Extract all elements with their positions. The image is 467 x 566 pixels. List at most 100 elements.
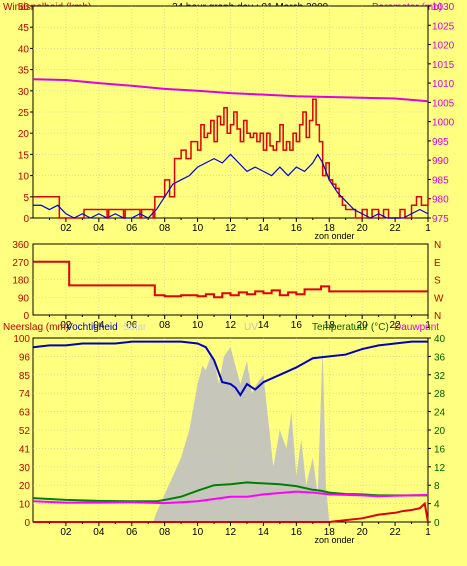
wind-ytick-label: 45 — [18, 23, 30, 34]
baro-ytick-label: 1015 — [432, 60, 455, 71]
temp-ytick-label: 0 — [434, 518, 440, 529]
rain-ytick-label: 96 — [19, 352, 31, 363]
p1-xtick-label: 04 — [93, 223, 105, 234]
wind-ytick-label: 40 — [18, 44, 30, 55]
p3-xtick-label: 04 — [93, 527, 105, 538]
baro-line — [32, 78, 429, 103]
rain-ytick-label: 41 — [19, 444, 31, 455]
rain-ytick-label: 20 — [19, 481, 31, 492]
dir-ytick-label: 270 — [12, 258, 29, 269]
dewpoint-axis-label: Dauwpunt — [394, 322, 439, 333]
rain-line — [33, 501, 429, 523]
p2-xtick-label: 16 — [291, 320, 303, 331]
baro-ytick-label: 1030 — [432, 2, 455, 13]
p1-xtick-label: 16 — [291, 223, 303, 234]
p2-xtick-label: 20 — [357, 320, 369, 331]
humidity-axis-label: Vochtigheid — [66, 322, 118, 333]
baro-ytick-label: 990 — [432, 156, 449, 167]
p3-xtick-label: 06 — [126, 527, 138, 538]
baro-ytick-label: 1020 — [432, 41, 455, 52]
p2-xtick-label: 22 — [390, 320, 402, 331]
p3-xtick-label: 1 — [425, 527, 431, 538]
p1-xtick-label: 10 — [192, 223, 204, 234]
wind-ytick-label: 0 — [23, 214, 29, 225]
temp-ytick-label: 16 — [434, 444, 446, 455]
p1-xtick-label: 02 — [60, 223, 72, 234]
p1-xtick-label: 14 — [258, 223, 270, 234]
p3-xtick-label: 18 — [324, 527, 336, 538]
dir-compass-label: W — [434, 293, 444, 304]
p1-xtick-label: 06 — [126, 223, 138, 234]
wind-avg-line — [33, 153, 429, 219]
baro-ytick-label: 1010 — [432, 79, 455, 90]
p2-xtick-label: 12 — [225, 320, 237, 331]
temp-ytick-label: 12 — [434, 463, 446, 474]
dir-compass-label: S — [434, 276, 441, 287]
solar-axis-label: Solar — [123, 322, 147, 333]
p2-xtick-label: 06 — [126, 320, 138, 331]
p1-zon-onder: zon onder — [314, 231, 354, 241]
baro-ytick-label: 975 — [432, 214, 449, 225]
wind-ytick-label: 20 — [18, 129, 30, 140]
p1-xtick-label: 20 — [357, 223, 369, 234]
baro-ytick-label: 1000 — [432, 118, 455, 129]
p3-xtick-label: 02 — [60, 527, 72, 538]
p3-zon-onder: zon onder — [314, 535, 354, 545]
p3-xtick-label: 08 — [159, 527, 171, 538]
p1-xtick-label: 18 — [324, 223, 336, 234]
wind-ytick-label: 25 — [18, 108, 30, 119]
baro-ytick-label: 1025 — [432, 21, 455, 32]
p3-xtick-label: 12 — [225, 527, 237, 538]
dir-compass-label: E — [434, 258, 441, 269]
baro-ytick-label: 980 — [432, 195, 449, 206]
rain-ytick-label: 52 — [19, 426, 31, 437]
p3-xtick-label: 20 — [357, 527, 369, 538]
p1-xtick-label: 22 — [390, 223, 402, 234]
direction-panel — [32, 243, 429, 316]
uv-axis-label: UV — [244, 322, 258, 333]
p3-xtick-label: 10 — [192, 527, 204, 538]
p2-xtick-label: 18 — [324, 320, 336, 331]
dir-compass-label: N — [434, 311, 441, 322]
p3-xtick-label: 14 — [258, 527, 270, 538]
solar-area — [153, 347, 331, 522]
temp-ytick-label: 8 — [434, 481, 440, 492]
temp-ytick-label: 24 — [434, 408, 446, 419]
p2-xtick-label: 04 — [93, 320, 105, 331]
rain-ytick-label: 74 — [19, 389, 31, 400]
wind-gust-line — [33, 98, 429, 219]
wind-ytick-label: 30 — [18, 87, 30, 98]
dir-ytick-label: 360 — [12, 240, 29, 251]
wind-ytick-label: 10 — [18, 172, 30, 183]
baro-ytick-label: 1005 — [432, 98, 455, 109]
rain-ytick-label: 85 — [19, 371, 31, 382]
p3-xtick-label: 16 — [291, 527, 303, 538]
rain-ytick-label: 100 — [13, 334, 30, 345]
humidity-line — [32, 340, 428, 397]
p3-xtick-label: 22 — [390, 527, 402, 538]
temp-ytick-label: 28 — [434, 389, 446, 400]
dewpoint-line — [32, 490, 429, 505]
dir-ytick-label: 90 — [18, 293, 30, 304]
dir-ytick-label: 0 — [23, 311, 29, 322]
temp-ytick-label: 40 — [434, 334, 446, 345]
baro-ytick-label: 985 — [432, 175, 449, 186]
rain-ytick-label: 10 — [19, 500, 31, 511]
rain-ytick-label: 0 — [24, 518, 30, 529]
rain-axis-label: Neerslag (mm) — [3, 322, 69, 333]
rain-ytick-label: 63 — [19, 408, 31, 419]
temp-ytick-label: 4 — [434, 500, 440, 511]
p2-xtick-label: 08 — [159, 320, 171, 331]
p1-xtick-label: 1 — [425, 223, 431, 234]
temp-axis-label: Temperatuur (°C) — [312, 322, 389, 333]
p2-xtick-label: 10 — [192, 320, 204, 331]
p1-xtick-label: 08 — [159, 223, 171, 234]
p2-xtick-label: 02 — [60, 320, 72, 331]
p2-xtick-label: 14 — [258, 320, 270, 331]
wind-ytick-label: 35 — [18, 66, 30, 77]
wind-ytick-label: 50 — [18, 2, 30, 13]
wind-ytick-label: 15 — [18, 150, 30, 161]
direction-line — [33, 260, 428, 299]
